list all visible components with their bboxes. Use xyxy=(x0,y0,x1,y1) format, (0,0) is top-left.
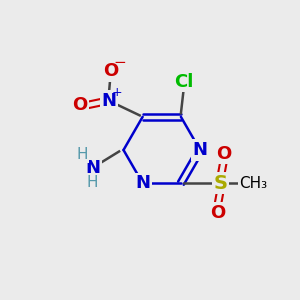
Text: +: + xyxy=(112,86,122,99)
Text: H: H xyxy=(87,176,98,190)
Text: S: S xyxy=(214,174,228,193)
Text: CH₃: CH₃ xyxy=(239,176,267,190)
Text: O: O xyxy=(210,204,225,222)
Text: O: O xyxy=(72,96,87,114)
Text: Cl: Cl xyxy=(174,73,194,91)
Text: N: N xyxy=(85,159,100,177)
Text: N: N xyxy=(101,92,116,110)
Text: O: O xyxy=(103,62,118,80)
Text: O: O xyxy=(216,145,231,163)
Text: N: N xyxy=(193,141,208,159)
Text: N: N xyxy=(135,174,150,192)
Text: −: − xyxy=(114,56,126,70)
Text: H: H xyxy=(76,147,88,162)
